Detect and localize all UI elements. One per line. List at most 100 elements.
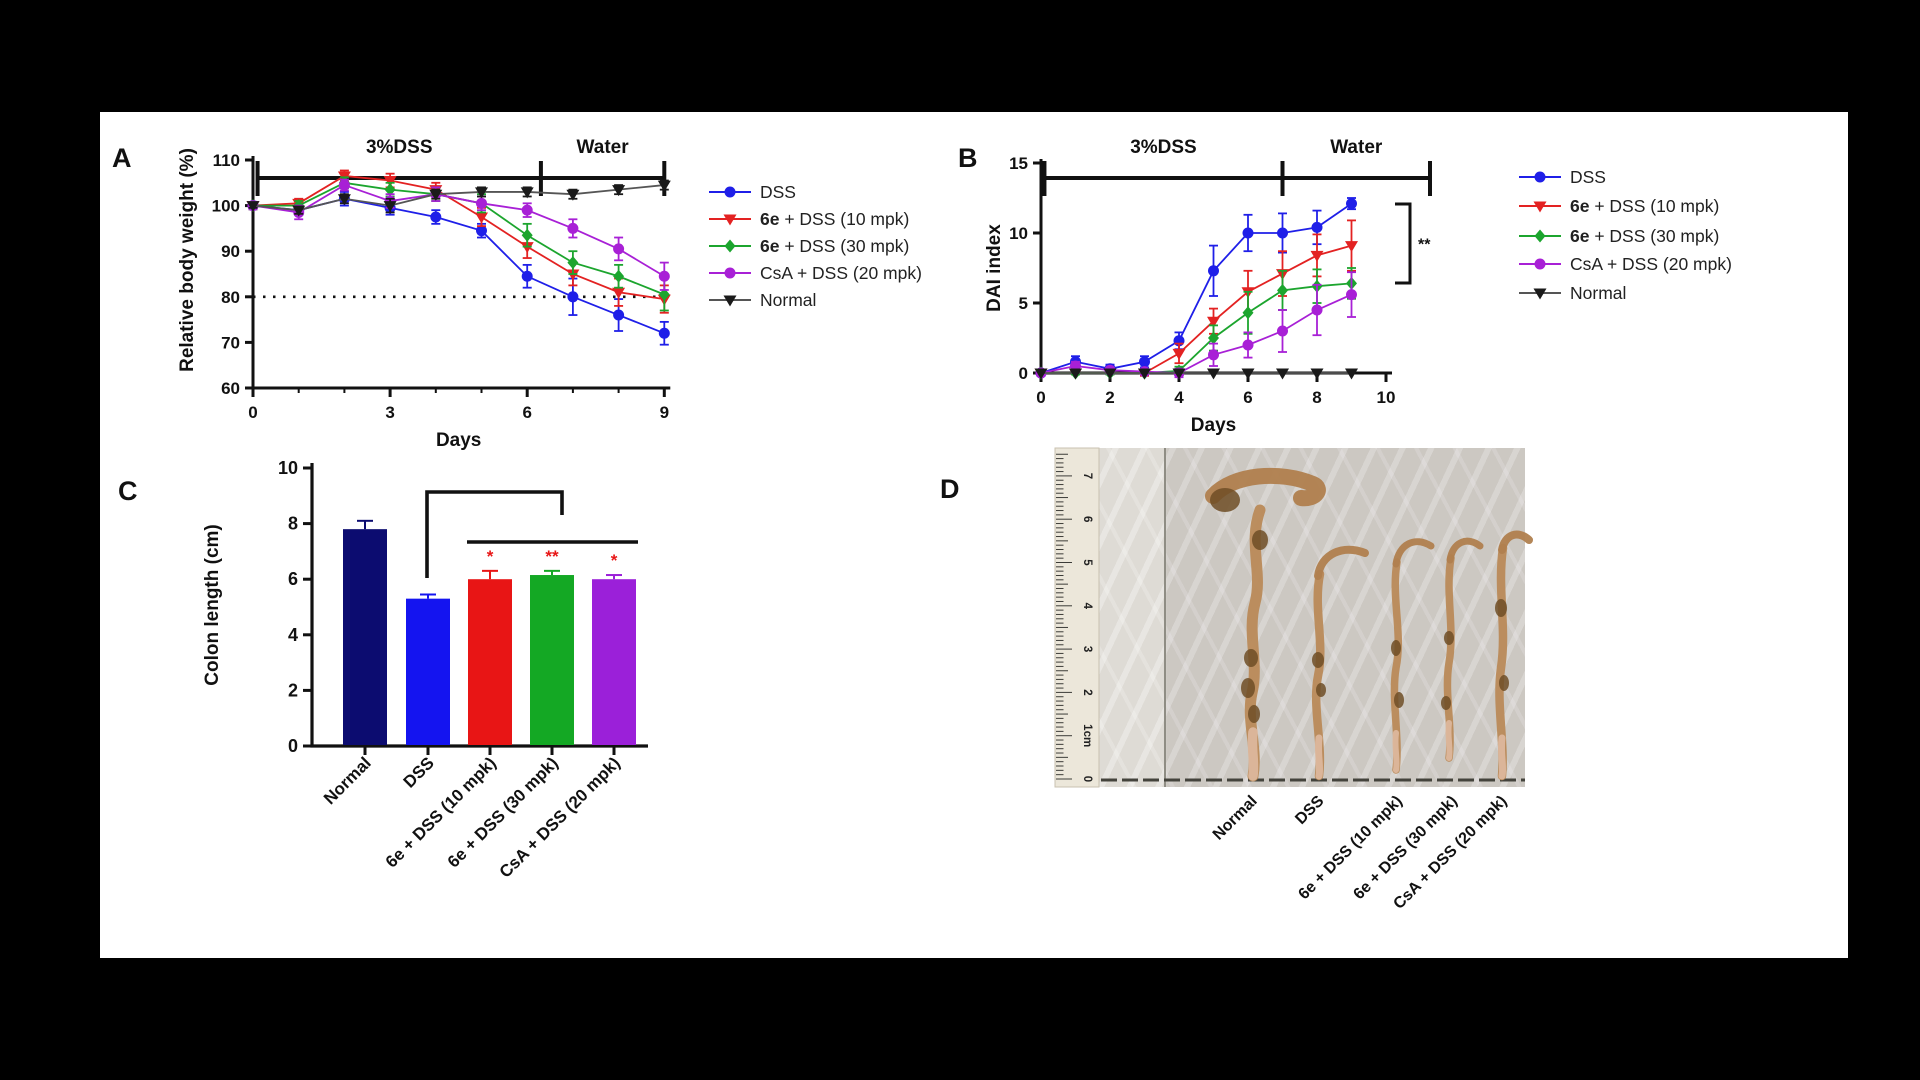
svg-text:Water: Water [1330,137,1383,158]
svg-text:Relative body weight (%): Relative body weight (%) [177,148,198,372]
svg-text:6: 6 [1243,388,1252,407]
svg-text:10: 10 [278,458,298,478]
svg-text:110: 110 [213,151,240,170]
svg-text:Normal: Normal [760,290,816,310]
svg-text:Days: Days [436,430,481,451]
svg-text:**: ** [545,547,559,566]
svg-text:3: 3 [1081,646,1093,652]
svg-text:2: 2 [288,680,298,700]
series-dss-A [247,191,670,346]
svg-text:3%DSS: 3%DSS [1130,137,1197,158]
colon-specimen-csa-20mpk [1495,530,1533,781]
svg-text:7: 7 [1081,473,1093,479]
panel-b-label: B [958,143,978,173]
svg-text:100: 100 [212,197,240,216]
legend-item-csa-dss-20-mpk: CsA + DSS (20 mpk) [709,263,922,283]
bar-category-label: 6e + DSS (30 mpk) [444,753,562,871]
series-dss-B [1035,197,1357,379]
colon-photo: 0 1cm 2 3 4 5 6 7 [1054,447,1533,788]
svg-text:Days: Days [1191,415,1236,436]
svg-text:10: 10 [1009,224,1028,243]
svg-text:0: 0 [288,736,298,756]
panel-a-chart: 60 70 80 90 100 110 0 3 6 9 Days Relative body weig… [177,137,922,451]
figure-panel: A B C D [100,112,1848,958]
svg-text:0: 0 [1036,388,1045,407]
svg-text:60: 60 [221,379,240,398]
svg-text:*: * [611,551,618,570]
panel-a-label: A [112,143,132,173]
colon-specimen-dss [1311,545,1369,781]
comparison-marks-C [425,490,638,578]
svg-text:0: 0 [1081,776,1093,782]
bar-csa-dss-20-mpk: * [592,551,636,745]
svg-text:8: 8 [1312,388,1321,407]
svg-text:10: 10 [1377,388,1396,407]
legend-item-6e-dss-30-mpk: 6e + DSS (30 mpk) [709,236,909,256]
svg-text:Normal: Normal [1570,283,1626,303]
panel-b-chart: 0 5 10 15 0 2 4 6 8 10 Days DAI index 3%DSS Water ** DS… [984,137,1732,436]
bar-6e-dss-30-mpk: ** [530,547,574,745]
bar-category-label: Normal [320,753,375,808]
svg-text:DSS: DSS [760,182,796,202]
bar-normal [343,519,387,745]
svg-text:6e + DSS (10 mpk): 6e + DSS (10 mpk) [760,209,909,229]
svg-text:Water: Water [577,137,630,158]
legend-item-6e-dss-30-mpk: 6e + DSS (30 mpk) [1519,226,1719,246]
colon-specimen-6e-30mpk [1441,537,1484,762]
svg-text:2: 2 [1105,388,1114,407]
svg-text:DAI index: DAI index [984,224,1005,312]
svg-text:DSS: DSS [1570,167,1606,187]
colon-photo-drawing: 0 1cm 2 3 4 5 6 7 [1054,447,1533,788]
significance-bracket-B: ** [1395,202,1431,285]
svg-text:1cm: 1cm [1081,724,1093,747]
series-normal-A [246,179,671,217]
svg-text:70: 70 [221,333,240,352]
legend-item-6e-dss-10-mpk: 6e + DSS (10 mpk) [1519,196,1719,216]
svg-text:15: 15 [1009,154,1028,173]
series-normal-B [1034,368,1358,380]
svg-text:6e + DSS (10 mpk): 6e + DSS (10 mpk) [1570,196,1719,216]
svg-text:5: 5 [1019,294,1028,313]
legend-item-normal: Normal [709,290,816,310]
svg-text:6e + DSS (30 mpk): 6e + DSS (30 mpk) [1570,226,1719,246]
svg-text:2: 2 [1081,689,1093,695]
colon-specimen-6e-10mpk [1390,538,1435,774]
legend-item-csa-dss-20-mpk: CsA + DSS (20 mpk) [1519,254,1732,274]
svg-text:80: 80 [221,288,240,307]
legend-item-dss: DSS [709,182,796,202]
svg-text:6: 6 [288,569,298,589]
series-6e-dss-10-mpk-A [246,169,671,314]
svg-text:5: 5 [1081,559,1093,566]
svg-text:CsA + DSS (20 mpk): CsA + DSS (20 mpk) [1570,254,1732,274]
phase-bracket-B: 3%DSS Water [1042,137,1432,196]
panel-c-label: C [118,476,138,506]
legend-item-6e-dss-10-mpk: 6e + DSS (10 mpk) [709,209,909,229]
svg-text:90: 90 [221,242,240,261]
svg-text:9: 9 [660,403,669,422]
svg-text:*: * [487,547,494,566]
legend-item-dss: DSS [1519,167,1606,187]
phase-bracket-A: 3%DSS Water [255,137,667,196]
svg-text:6: 6 [522,403,531,422]
svg-text:**: ** [1418,237,1431,254]
svg-text:0: 0 [248,403,257,422]
svg-text:8: 8 [288,514,298,534]
svg-text:3%DSS: 3%DSS [366,137,433,158]
svg-text:4: 4 [1174,388,1184,407]
axes-B: 0 5 10 15 0 2 4 6 8 10 Days DAI index [984,154,1395,436]
colon-specimen-normal [1205,467,1326,782]
bar-dss [406,593,450,745]
svg-text:6e + DSS (30 mpk): 6e + DSS (30 mpk) [760,236,909,256]
panel-d-label: D [940,474,960,504]
svg-text:0: 0 [1019,364,1028,383]
bar-category-label: DSS [400,753,438,791]
svg-text:4: 4 [288,625,298,645]
svg-text:CsA + DSS (20 mpk): CsA + DSS (20 mpk) [760,263,922,283]
svg-text:3: 3 [385,403,394,422]
svg-text:6: 6 [1081,516,1093,522]
legend-item-normal: Normal [1519,283,1626,303]
svg-text:Colon length (cm): Colon length (cm) [202,524,223,685]
bar-category-label: 6e + DSS (10 mpk) [382,753,500,871]
